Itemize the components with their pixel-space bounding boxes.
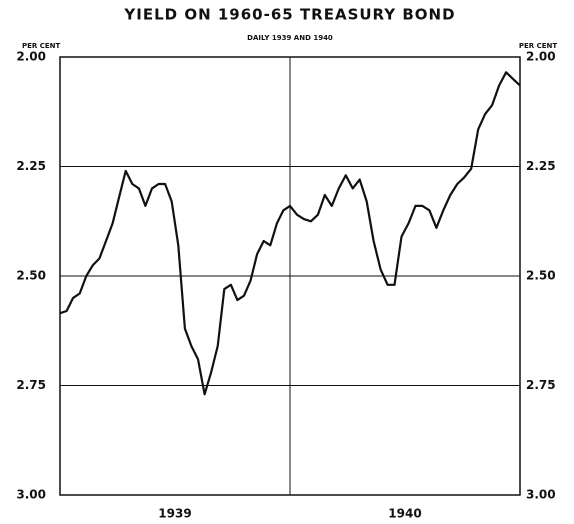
x-tick-label: 1940 [388,507,421,521]
y2-tick-label: 2.00 [526,50,556,64]
y-tick-label: 2.50 [16,269,46,283]
y-tick-label: 2.00 [16,50,46,64]
y2-tick-label: 2.50 [526,269,556,283]
y-tick-label: 2.25 [16,159,46,173]
y2-axis-label: PER CENT [519,42,558,50]
y2-tick-label: 3.00 [526,488,556,502]
y-tick-label: 2.75 [16,378,46,392]
y2-tick-label: 2.25 [526,159,556,173]
yield-line [59,71,521,396]
chart-title: YIELD ON 1960-65 TREASURY BOND [123,6,455,24]
y2-tick-label: 2.75 [526,378,556,392]
x-tick-label: 1939 [158,507,191,521]
y-tick-label: 3.00 [16,488,46,502]
chart-subtitle: DAILY 1939 AND 1940 [247,34,333,42]
y-axis-label: PER CENT [22,42,61,50]
